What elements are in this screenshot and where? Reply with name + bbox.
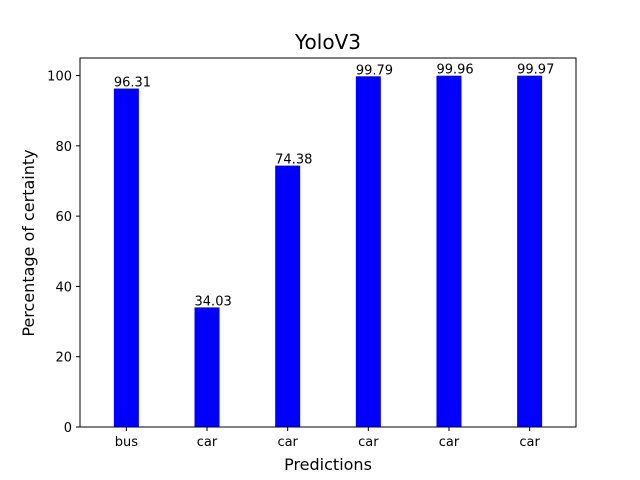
plot-frame [79, 57, 577, 428]
y-tick-label-1: 20 [55, 351, 72, 366]
bar-4 [436, 75, 462, 428]
bar-1 [194, 307, 220, 427]
y-tick-label-5: 100 [47, 70, 72, 85]
x-tick-label-0: bus [115, 435, 138, 450]
axes-layer: bus car car car car car 0 20 40 60 80 100 [47, 57, 577, 450]
bar-5 [517, 75, 543, 428]
value-label-4: 99.96 [436, 63, 473, 78]
x-tick-label-3: car [358, 435, 379, 450]
x-tick-label-4: car [439, 435, 460, 450]
x-tick-label-1: car [197, 435, 218, 450]
bars-layer [113, 75, 543, 428]
y-tick-label-3: 60 [55, 210, 72, 225]
value-label-3: 99.79 [356, 63, 393, 78]
y-tick-label-2: 40 [55, 280, 72, 295]
x-axis-title: Predictions [284, 455, 372, 474]
value-label-2: 74.38 [275, 153, 312, 168]
value-label-0: 96.31 [114, 76, 151, 91]
value-labels-layer: 96.31 34.03 74.38 99.79 99.96 99.97 [114, 63, 554, 310]
value-label-1: 34.03 [195, 294, 232, 309]
chart-title: YoloV3 [294, 30, 361, 54]
y-axis-title: Percentage of certainty [19, 149, 38, 336]
bar-2 [275, 165, 301, 428]
value-label-5: 99.97 [517, 63, 554, 78]
y-tick-label-4: 80 [55, 140, 72, 155]
y-tick-label-0: 0 [64, 421, 72, 436]
x-tick-label-2: car [277, 435, 298, 450]
bar-0 [113, 88, 139, 427]
bar-3 [355, 76, 381, 427]
x-tick-label-5: car [519, 435, 540, 450]
